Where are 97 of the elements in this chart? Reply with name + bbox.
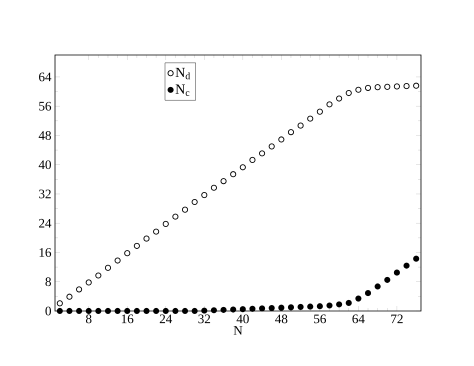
point [384, 276, 390, 283]
x-tick-label: 56 [314, 314, 326, 324]
point [364, 84, 372, 91]
point [374, 283, 381, 290]
y-tick-label: 64 [39, 72, 52, 82]
point [182, 308, 188, 314]
x-tick-label: 40 [236, 314, 249, 324]
point [249, 156, 256, 163]
point [240, 164, 246, 170]
point [384, 84, 390, 90]
point [413, 82, 420, 89]
point [230, 306, 236, 313]
point [210, 307, 217, 314]
y-tick-label: 16 [40, 248, 52, 257]
point [192, 308, 198, 314]
point [307, 116, 314, 122]
point [288, 129, 294, 136]
point [355, 296, 362, 302]
point [298, 304, 304, 310]
y-tick-label: 56 [39, 102, 52, 111]
point [316, 108, 323, 115]
point [307, 304, 314, 310]
point [76, 308, 82, 314]
x-tick-label: 48 [275, 314, 288, 324]
point [104, 308, 112, 314]
point [316, 303, 323, 310]
point [220, 178, 227, 184]
point [124, 308, 130, 314]
x-tick-label: 64 [352, 314, 365, 324]
point [201, 192, 208, 198]
point [326, 302, 333, 309]
point [162, 220, 169, 227]
point [374, 84, 381, 90]
x-tick-label: 8 [86, 314, 92, 324]
y-tick-label: 40 [38, 160, 51, 170]
point [153, 308, 160, 314]
x-tick-label: 16 [122, 314, 134, 324]
point [249, 306, 256, 312]
point [355, 86, 362, 93]
point [134, 308, 140, 314]
point [162, 308, 169, 314]
point [230, 171, 236, 178]
point [346, 90, 352, 96]
point [220, 306, 227, 313]
y-tick-label: 0 [45, 306, 51, 316]
point [95, 272, 102, 279]
point [201, 308, 208, 314]
y-tick-label: 48 [38, 131, 51, 140]
point [268, 143, 275, 150]
point [143, 236, 150, 242]
point [259, 150, 266, 156]
x-axis-title: N [234, 326, 242, 335]
point [56, 300, 63, 306]
point [134, 242, 140, 249]
point [143, 308, 150, 314]
point [86, 308, 92, 314]
y-tick-label: 32 [39, 190, 51, 198]
point [66, 308, 72, 314]
point [394, 83, 400, 90]
y-tick-label: 24 [39, 218, 52, 228]
point [104, 264, 112, 271]
point [124, 250, 130, 256]
point [192, 198, 198, 206]
point [336, 95, 342, 102]
point [326, 101, 333, 108]
point [413, 256, 420, 262]
point [394, 270, 400, 276]
point [268, 305, 275, 312]
point [153, 228, 160, 235]
point [210, 184, 217, 191]
point [278, 304, 284, 311]
legend-label: N$_{c}$ [176, 84, 190, 96]
point [66, 294, 72, 300]
point [86, 279, 92, 286]
legend-label: N$_{d}$ [176, 68, 190, 80]
point [298, 122, 304, 129]
point [172, 308, 178, 314]
x-tick-label: 32 [198, 314, 210, 324]
point [76, 286, 82, 292]
point [278, 136, 284, 143]
point [240, 306, 246, 312]
x-tick-label: 72 [391, 314, 403, 324]
point [114, 308, 121, 314]
point [403, 262, 410, 269]
point [95, 308, 102, 314]
point [403, 83, 410, 90]
point [288, 304, 294, 310]
point [259, 305, 266, 312]
point [336, 301, 342, 308]
point [364, 290, 372, 296]
point [56, 308, 63, 314]
y-tick-label: 8 [45, 277, 51, 286]
point [182, 206, 188, 213]
point [172, 214, 178, 220]
x-tick-label: 24 [160, 314, 172, 324]
point [114, 257, 121, 264]
point [346, 300, 352, 306]
